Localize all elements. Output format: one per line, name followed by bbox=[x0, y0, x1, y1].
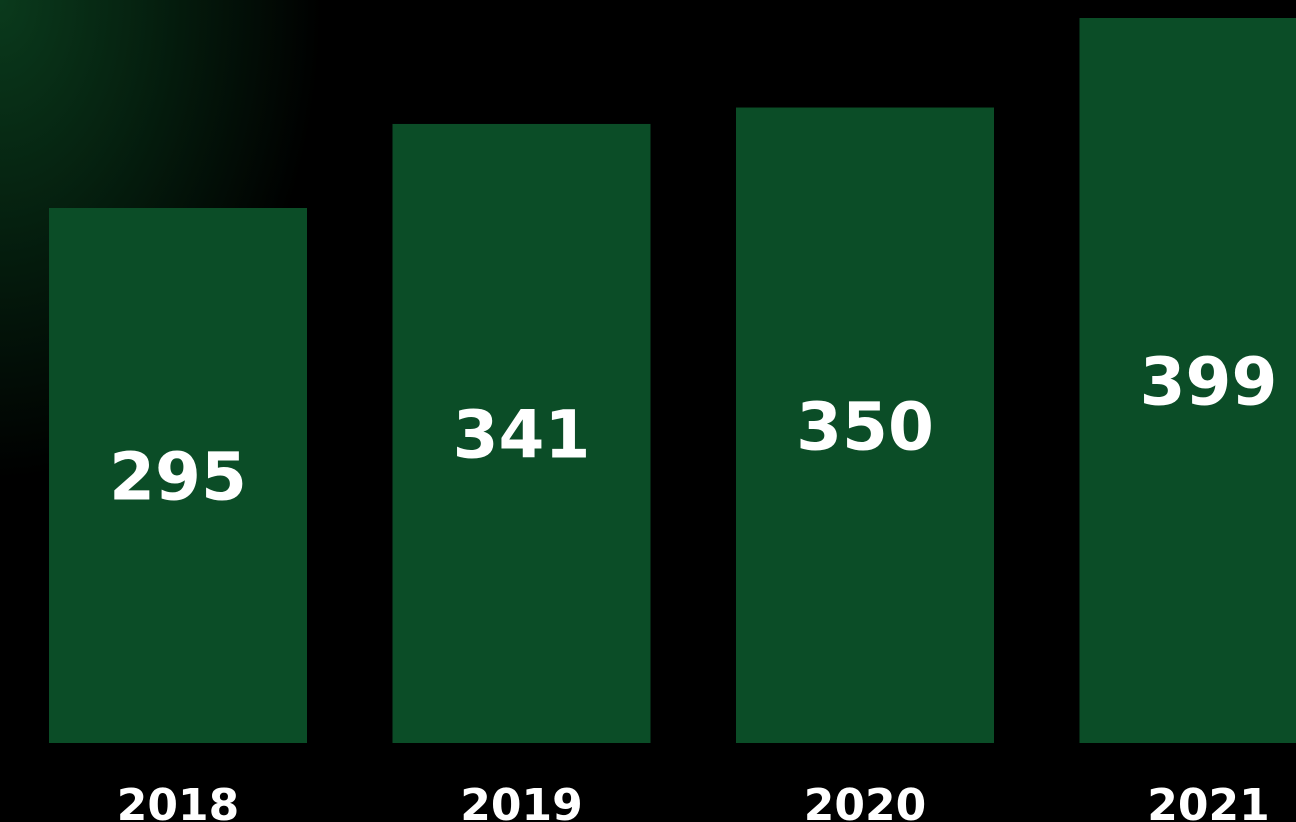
x-tick-label-2021: 2021 bbox=[1147, 780, 1269, 822]
bar-2020 bbox=[736, 107, 994, 744]
value-label-2021: 399 bbox=[1140, 344, 1278, 421]
value-label-2019: 341 bbox=[453, 396, 591, 473]
bar-2021 bbox=[1079, 18, 1296, 743]
value-label-2018: 295 bbox=[109, 439, 247, 516]
x-tick-label-2019: 2019 bbox=[460, 780, 582, 822]
x-tick-label-2018: 2018 bbox=[117, 780, 239, 822]
value-label-2020: 350 bbox=[796, 388, 934, 465]
bar-2019 bbox=[392, 123, 651, 743]
x-tick-label-2020: 2020 bbox=[804, 780, 926, 822]
bar-2018 bbox=[49, 208, 307, 743]
